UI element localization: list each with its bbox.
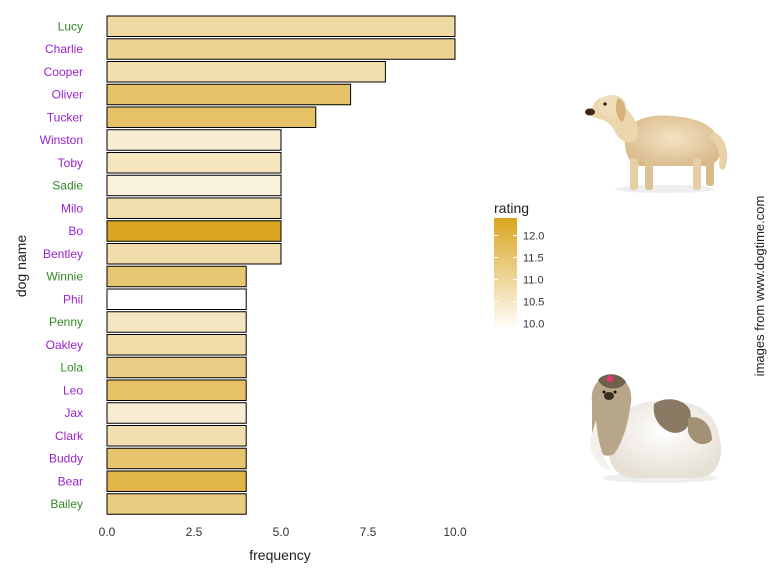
bar-lola xyxy=(106,356,247,379)
y-tick-label-oakley: Oakley xyxy=(46,338,83,352)
y-tick-label-buddy: Buddy xyxy=(49,452,83,466)
bar-bo xyxy=(106,220,282,242)
x-tick-label: 7.5 xyxy=(360,525,377,539)
y-tick-label-cooper: Cooper xyxy=(44,65,83,79)
bar-bentley xyxy=(106,243,282,265)
y-tick-label-penny: Penny xyxy=(49,315,83,329)
y-tick-label-toby: Toby xyxy=(58,156,83,170)
bar-bear xyxy=(106,470,247,492)
color-legend: rating 12.0 11.5 11.0 10.5 10.0 xyxy=(494,200,544,330)
y-tick-label-bo: Bo xyxy=(68,224,83,238)
bar-clark xyxy=(106,425,247,447)
y-axis-title: dog name xyxy=(13,235,29,297)
y-tick-label-phil: Phil xyxy=(63,292,83,306)
x-tick-label: 2.5 xyxy=(186,525,203,539)
legend-title: rating xyxy=(494,200,529,216)
x-tick-label: 10.0 xyxy=(443,525,467,539)
bar-phil xyxy=(106,288,247,310)
y-tick-label-bear: Bear xyxy=(58,474,83,488)
legend-tick-label: 12.0 xyxy=(523,231,544,243)
bar-cooper xyxy=(106,61,386,83)
y-tick-label-jax: Jax xyxy=(64,406,83,420)
bar-penny xyxy=(106,311,247,333)
bars-layer xyxy=(106,15,456,515)
x-axis: 0.0 2.5 5.0 7.5 10.0 xyxy=(99,525,467,539)
bar-tucker xyxy=(106,106,317,128)
y-tick-label-winnie: Winnie xyxy=(46,270,83,284)
y-tick-label-bentley: Bentley xyxy=(43,247,83,261)
bar-sadie xyxy=(106,174,282,197)
bar-buddy xyxy=(106,447,247,470)
bar-bailey xyxy=(106,493,247,515)
bar-jax xyxy=(106,402,247,424)
bar-milo xyxy=(106,197,282,219)
bar-toby xyxy=(106,152,282,174)
legend-tick-label: 11.5 xyxy=(523,253,544,265)
y-tick-label-oliver: Oliver xyxy=(52,88,83,102)
x-tick-label: 5.0 xyxy=(273,525,290,539)
legend-ticks: 12.0 11.5 11.0 10.5 10.0 xyxy=(494,231,544,330)
y-tick-label-tucker: Tucker xyxy=(47,110,83,124)
bar-lucy xyxy=(106,15,456,37)
legend-tick-label: 10.0 xyxy=(523,318,544,330)
bar-winnie xyxy=(106,265,247,288)
x-tick-label: 0.0 xyxy=(99,525,116,539)
x-axis-title: frequency xyxy=(249,547,310,563)
y-tick-label-winston: Winston xyxy=(40,133,83,147)
bar-oakley xyxy=(106,334,247,356)
y-tick-label-charlie: Charlie xyxy=(45,42,83,56)
y-tick-label-lola: Lola xyxy=(60,361,83,375)
legend-tick-label: 10.5 xyxy=(523,296,544,308)
y-tick-label-sadie: Sadie xyxy=(52,179,83,193)
legend-tick-label: 11.0 xyxy=(523,274,544,286)
y-tick-label-clark: Clark xyxy=(55,429,84,443)
golden-retriever-photo xyxy=(585,95,728,193)
y-tick-label-leo: Leo xyxy=(63,383,83,397)
y-tick-label-lucy: Lucy xyxy=(58,19,83,33)
bar-leo xyxy=(106,379,247,401)
bar-oliver xyxy=(106,83,352,106)
bar-winston xyxy=(106,129,282,151)
legend-colorbar xyxy=(494,218,517,330)
bar-charlie xyxy=(106,38,456,60)
y-tick-label-milo: Milo xyxy=(61,201,83,215)
y-tick-labels: Lucy Charlie Cooper Oliver Tucker Winston Toby… xyxy=(40,19,84,511)
image-source-caption: images from www.dogtime.com xyxy=(752,196,767,377)
y-tick-label-bailey: Bailey xyxy=(50,497,83,511)
shih-tzu-photo xyxy=(590,374,722,483)
